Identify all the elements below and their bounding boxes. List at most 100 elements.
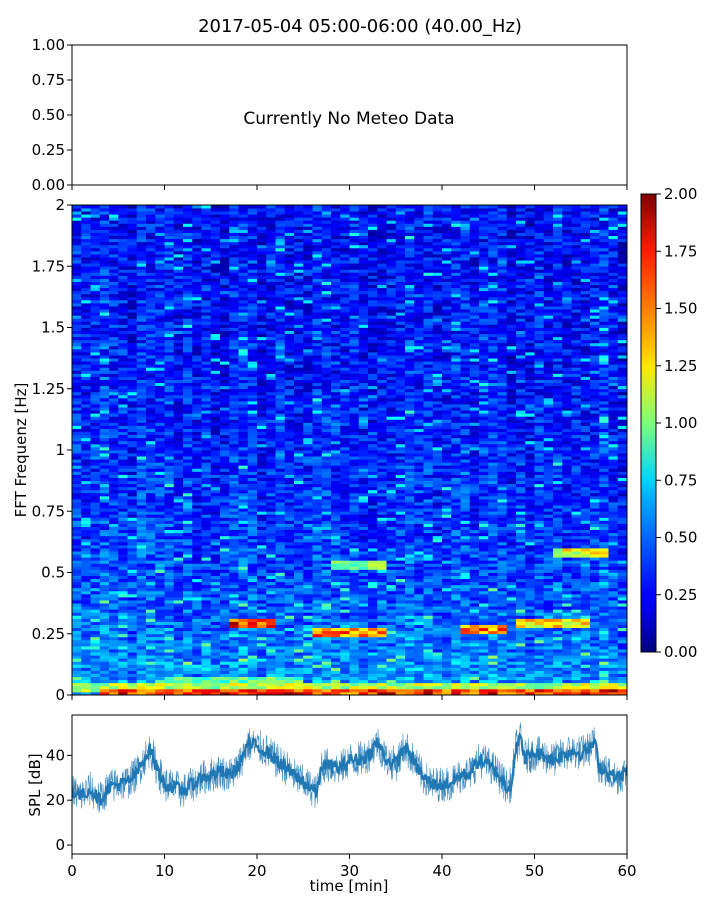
spectrogram-cell: [192, 263, 202, 267]
spectrogram-cell: [331, 532, 341, 537]
spectrogram-cell: [247, 483, 258, 488]
spectrogram-cell: [183, 581, 193, 586]
spectrogram-cell: [340, 584, 350, 589]
spectrogram-cell: [238, 416, 249, 420]
spectrogram-cell: [303, 382, 313, 387]
spectrogram-cell: [340, 428, 350, 433]
spectrogram-cell: [220, 655, 230, 659]
spectrogram-cell: [266, 416, 276, 420]
spectrogram-cell: [164, 612, 175, 616]
spectrogram-cell: [331, 636, 341, 641]
spectrogram-cell: [294, 630, 304, 635]
spectrogram-cell: [312, 428, 323, 433]
spectrogram-cell: [303, 688, 313, 693]
spectrogram-cell: [220, 505, 230, 509]
spectrogram-cell: [183, 226, 193, 230]
spectrogram-cell: [183, 676, 193, 681]
spectrogram-cell: [266, 658, 276, 662]
spectrogram-cell: [136, 566, 147, 570]
spectrogram-cell: [192, 495, 202, 500]
spectrogram-cell: [303, 361, 313, 365]
spectrogram-cell: [238, 575, 249, 580]
spectrogram-cell: [247, 290, 258, 295]
spectrogram-cell: [81, 612, 91, 616]
spectrogram-cell: [72, 502, 82, 506]
spectrogram-cell: [72, 367, 82, 371]
spectrogram-cell: [331, 584, 341, 589]
spectrogram-cell: [109, 401, 119, 405]
spectrogram-cell: [275, 205, 286, 209]
spectrogram-cell: [210, 462, 221, 466]
spectrogram-cell: [201, 557, 212, 561]
spectrogram-cell: [238, 658, 249, 662]
spectrogram-cell: [164, 600, 175, 604]
spectrogram-cell: [183, 584, 193, 589]
spectrogram-cell: [257, 250, 267, 255]
spectrogram-cell: [349, 624, 360, 629]
spectrogram-cell: [136, 667, 147, 671]
spectrogram-cell: [136, 428, 147, 433]
spectrogram-cell: [331, 401, 341, 405]
spectrogram-cell: [275, 397, 286, 402]
spectrogram-cell: [155, 410, 165, 414]
spectrogram-cell: [173, 425, 184, 429]
spectrogram-cell: [238, 560, 249, 564]
spectrogram-cell: [340, 652, 350, 656]
spectrogram-cell: [136, 468, 147, 472]
spectrogram-cell: [294, 508, 304, 512]
spectrogram-cell: [331, 633, 341, 638]
spectrogram-cell: [164, 290, 175, 295]
spectrogram-cell: [210, 367, 221, 371]
spectrogram-cell: [90, 627, 101, 632]
spectrogram-cell: [136, 581, 147, 586]
spectrogram-cell: [294, 480, 304, 485]
spectrogram-cell: [81, 548, 91, 552]
spectrogram-cell: [284, 495, 295, 500]
spectrogram-cell: [201, 355, 212, 359]
spectrogram-cell: [349, 223, 360, 227]
spectrogram-cell: [312, 315, 323, 319]
spectrogram-cell: [81, 661, 91, 665]
spectrogram-cell: [247, 600, 258, 604]
spectrogram-cell: [303, 606, 313, 610]
spectrogram-cell: [275, 413, 286, 417]
spectrogram-cell: [155, 287, 165, 292]
spectrogram-cell: [321, 578, 332, 583]
spectrogram-cell: [294, 609, 304, 613]
spectrogram-cell: [321, 413, 332, 417]
spectrogram-cell: [99, 358, 110, 362]
spectrogram-cell: [146, 299, 156, 304]
spectrogram-cell: [321, 505, 332, 509]
spectrogram-cell: [284, 303, 295, 307]
spectrogram-cell: [155, 661, 165, 665]
spectrogram-cell: [136, 544, 147, 549]
spectrogram-cell: [72, 523, 82, 527]
spectrogram-cell: [127, 603, 138, 607]
spectrogram-cell: [109, 523, 119, 527]
spectrogram-cell: [210, 474, 221, 478]
spectrogram-cell: [192, 621, 202, 625]
spectrogram-cell: [321, 557, 332, 561]
spectrogram-cell: [340, 361, 350, 365]
spectrogram-cell: [72, 434, 82, 439]
spectrogram-cell: [312, 517, 323, 521]
spectrogram-cell: [72, 621, 82, 625]
spectrogram-cell: [81, 688, 91, 693]
spectrogram-cell: [81, 575, 91, 580]
spectrogram-cell: [303, 646, 313, 650]
spectrogram-cell: [90, 388, 101, 393]
spectrogram-cell: [275, 250, 286, 255]
spectrogram-cell: [247, 238, 258, 243]
spectrogram-cell: [312, 682, 323, 687]
spectrogram-cell: [266, 597, 276, 601]
spectrogram-cell: [340, 266, 350, 270]
spectrogram-cell: [109, 348, 119, 353]
spectrogram-cell: [155, 649, 165, 653]
spectrogram-cell: [173, 489, 184, 494]
spectrogram-cell: [331, 667, 341, 671]
spectrogram-cell: [72, 462, 82, 466]
spectrogram-cell: [72, 428, 82, 433]
spectrogram-cell: [173, 272, 184, 276]
spectrogram-cell: [183, 569, 193, 573]
spectrogram-cell: [192, 682, 202, 687]
